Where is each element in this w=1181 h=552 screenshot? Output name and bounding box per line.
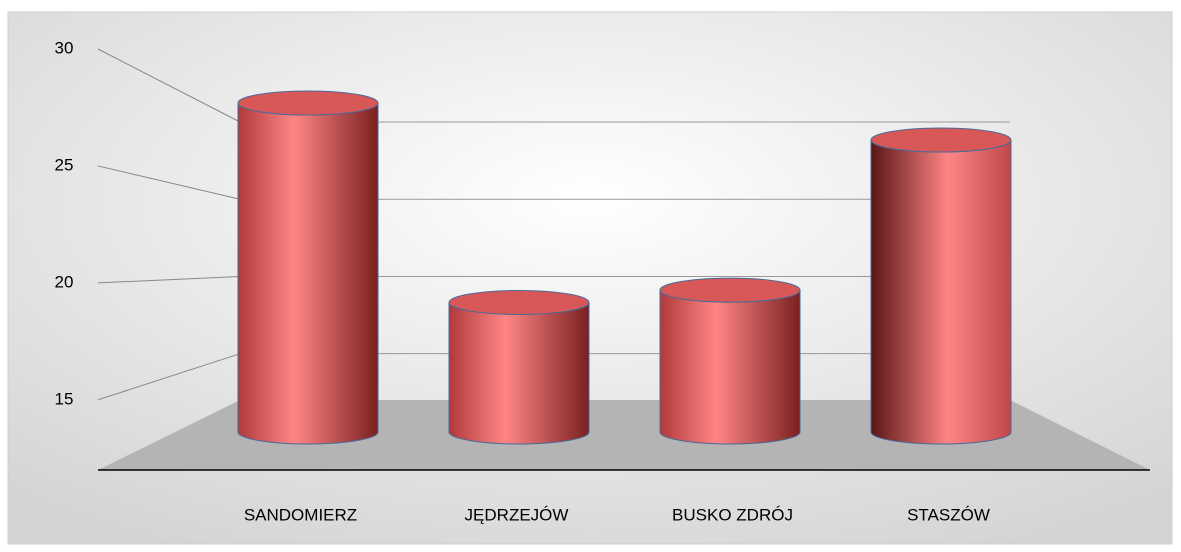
y-tick-label: 15 — [55, 389, 74, 408]
bar — [448, 302, 590, 445]
grid-line — [97, 275, 241, 284]
grid-line — [97, 353, 241, 401]
x-tick-label: JĘDRZEJÓW — [465, 505, 569, 524]
bar — [870, 139, 1012, 445]
bar-top — [870, 127, 1012, 153]
x-tick-label: STASZÓW — [907, 505, 990, 524]
bar — [237, 102, 379, 445]
grid-line — [97, 165, 241, 200]
bar-top — [237, 90, 379, 116]
y-tick-label: 30 — [55, 38, 74, 57]
bar-top — [448, 289, 590, 315]
grid-line — [97, 48, 241, 123]
y-tick-label: 20 — [55, 272, 74, 291]
y-tick-label: 25 — [55, 155, 74, 174]
x-tick-label: SANDOMIERZ — [244, 505, 357, 524]
x-tick-label: BUSKO ZDRÓJ — [672, 505, 793, 524]
bar-top — [659, 277, 801, 303]
bar — [659, 290, 801, 445]
